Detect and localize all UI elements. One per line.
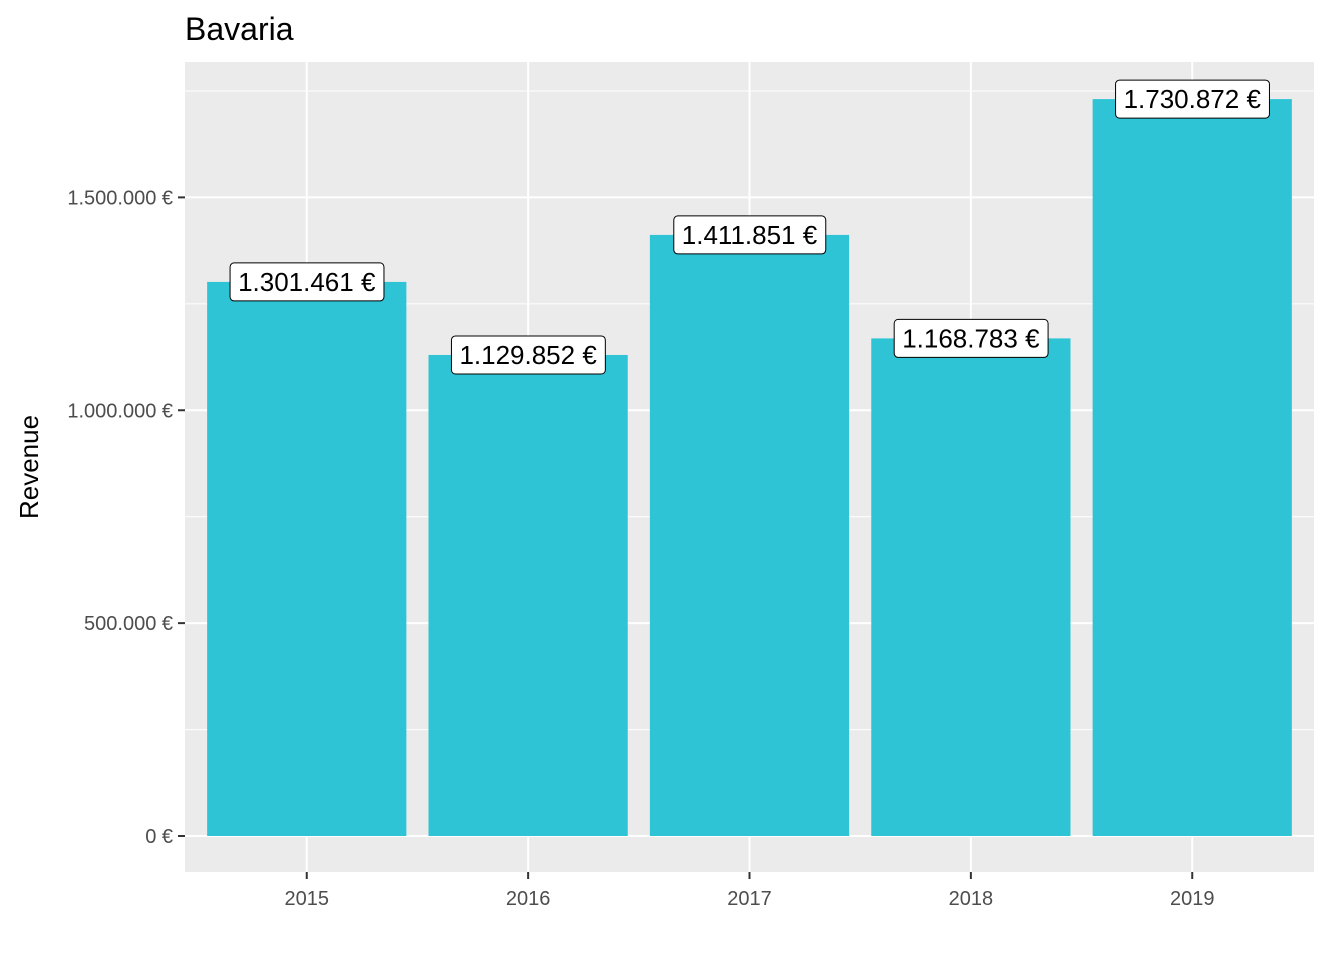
data-label-text: 1.411.851 € <box>682 220 818 250</box>
data-label-box <box>1115 79 1270 119</box>
bar-2016 <box>428 354 628 836</box>
data-label-box <box>673 215 827 255</box>
bar-2018 <box>871 338 1071 836</box>
x-tick-label: 2019 <box>1170 888 1215 910</box>
data-label-box <box>229 262 385 302</box>
data-label-2016: 1.129.852 € <box>450 335 606 375</box>
data-label-text: 1.129.852 € <box>459 340 597 370</box>
bar-2017 <box>649 234 850 836</box>
bar-2015 <box>207 281 407 836</box>
chart-title: Bavaria <box>185 11 294 47</box>
data-label-box <box>450 335 606 375</box>
y-axis-label: Revenue <box>14 415 44 519</box>
data-label-box <box>893 318 1049 358</box>
axes: 0 € 500.000 € 1.000.000 € 1.500.000 € 2015 20… <box>67 187 1214 910</box>
y-tick-label: 0 € <box>145 826 173 848</box>
bars <box>207 99 1292 836</box>
y-tick-label: 1.500.000 € <box>67 187 173 209</box>
data-label-text: 1.301.461 € <box>238 267 376 297</box>
data-label-2015: 1.301.461 € <box>229 262 385 302</box>
x-tick-label: 2017 <box>727 888 772 910</box>
x-tick-label: 2018 <box>949 888 994 910</box>
data-label-2018: 1.168.783 € <box>893 318 1049 358</box>
data-label-2017: 1.411.851 € <box>673 215 827 255</box>
data-label-2019: 1.730.872 € <box>1115 79 1270 119</box>
y-tick-label: 500.000 € <box>84 613 173 635</box>
data-labels: 1.301.461 € 1.129.852 € 1.411.851 € 1.168.7… <box>229 79 1270 375</box>
data-label-text: 1.168.783 € <box>902 323 1040 353</box>
y-tick-label: 1.000.000 € <box>67 400 173 422</box>
data-label-text: 1.730.872 € <box>1124 84 1262 114</box>
x-tick-label: 2015 <box>285 888 330 910</box>
bar-2019 <box>1092 99 1292 836</box>
x-tick-label: 2016 <box>506 888 551 910</box>
